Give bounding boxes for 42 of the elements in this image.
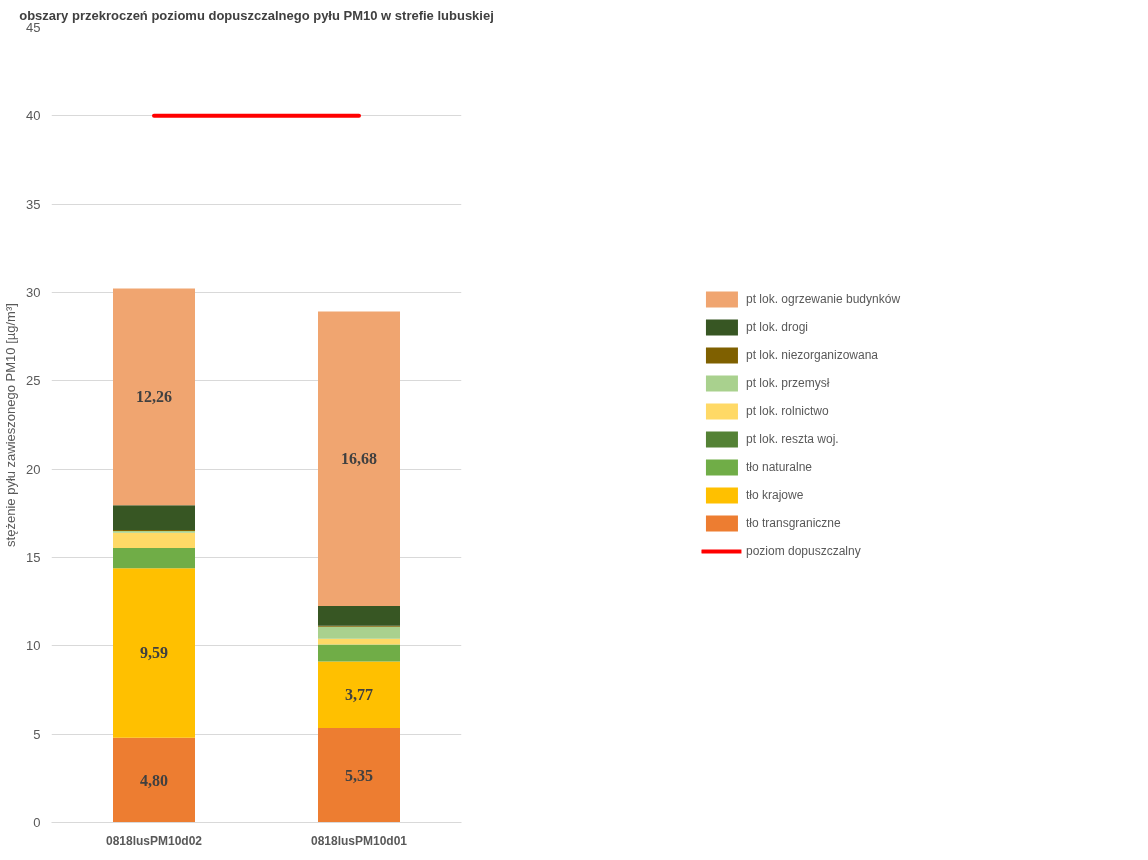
y-tick-label: 20 xyxy=(26,461,41,477)
chart-title: obszary przekroczeń poziomu dopuszczalnego pyłu PM10 w strefie lubuskiej xyxy=(19,7,494,23)
y-tick-label: 0 xyxy=(33,815,41,830)
data-label: 4,80 xyxy=(140,771,168,789)
legend-label: tło transgraniczne xyxy=(745,515,841,530)
legend-label: pt lok. rolnictwo xyxy=(745,403,829,418)
bar xyxy=(113,547,195,569)
y-tick-label: 10 xyxy=(26,638,41,654)
bar xyxy=(113,288,195,506)
bar xyxy=(318,661,400,728)
x-tick-label: 0818lusPM10d02 xyxy=(105,833,203,848)
legend-label: tło krajowe xyxy=(745,487,804,502)
y-tick-label: 35 xyxy=(26,196,41,212)
x-tick-label: 0818lusPM10d01 xyxy=(310,833,408,848)
y-tick-label: 45 xyxy=(26,20,41,35)
y-axis-title: stężenie pyłu zawieszonego PM10 [µg/m³] xyxy=(3,303,19,547)
bar xyxy=(318,626,400,639)
bar xyxy=(113,505,195,531)
bar xyxy=(318,606,400,626)
bar xyxy=(318,727,400,823)
y-tick-label: 5 xyxy=(33,726,41,742)
legend-label: tło naturalne xyxy=(745,459,812,474)
legend-label: pt lok. drogi xyxy=(745,319,808,334)
data-label: 9,59 xyxy=(140,644,168,662)
bar xyxy=(318,311,400,607)
data-label: 16,68 xyxy=(341,450,377,468)
y-tick-label: 40 xyxy=(26,108,41,124)
legend-label: pt lok. ogrzewanie budynków xyxy=(745,291,901,306)
bar xyxy=(113,532,195,548)
y-tick-label: 25 xyxy=(26,373,41,389)
legend-label: pt lok. przemysł xyxy=(745,375,830,390)
legend-label: poziom dopuszczalny xyxy=(745,543,861,558)
y-tick-label: 15 xyxy=(26,550,41,565)
bar xyxy=(318,644,400,662)
bar xyxy=(113,737,195,823)
data-label: 3,77 xyxy=(345,686,373,704)
data-label: 12,26 xyxy=(136,388,172,406)
y-tick-label: 30 xyxy=(26,285,41,300)
data-label: 5,35 xyxy=(345,766,373,784)
bar xyxy=(113,568,195,738)
legend-label: pt lok. niezorganizowana xyxy=(745,347,879,362)
legend-label: pt lok. reszta woj. xyxy=(745,431,839,446)
